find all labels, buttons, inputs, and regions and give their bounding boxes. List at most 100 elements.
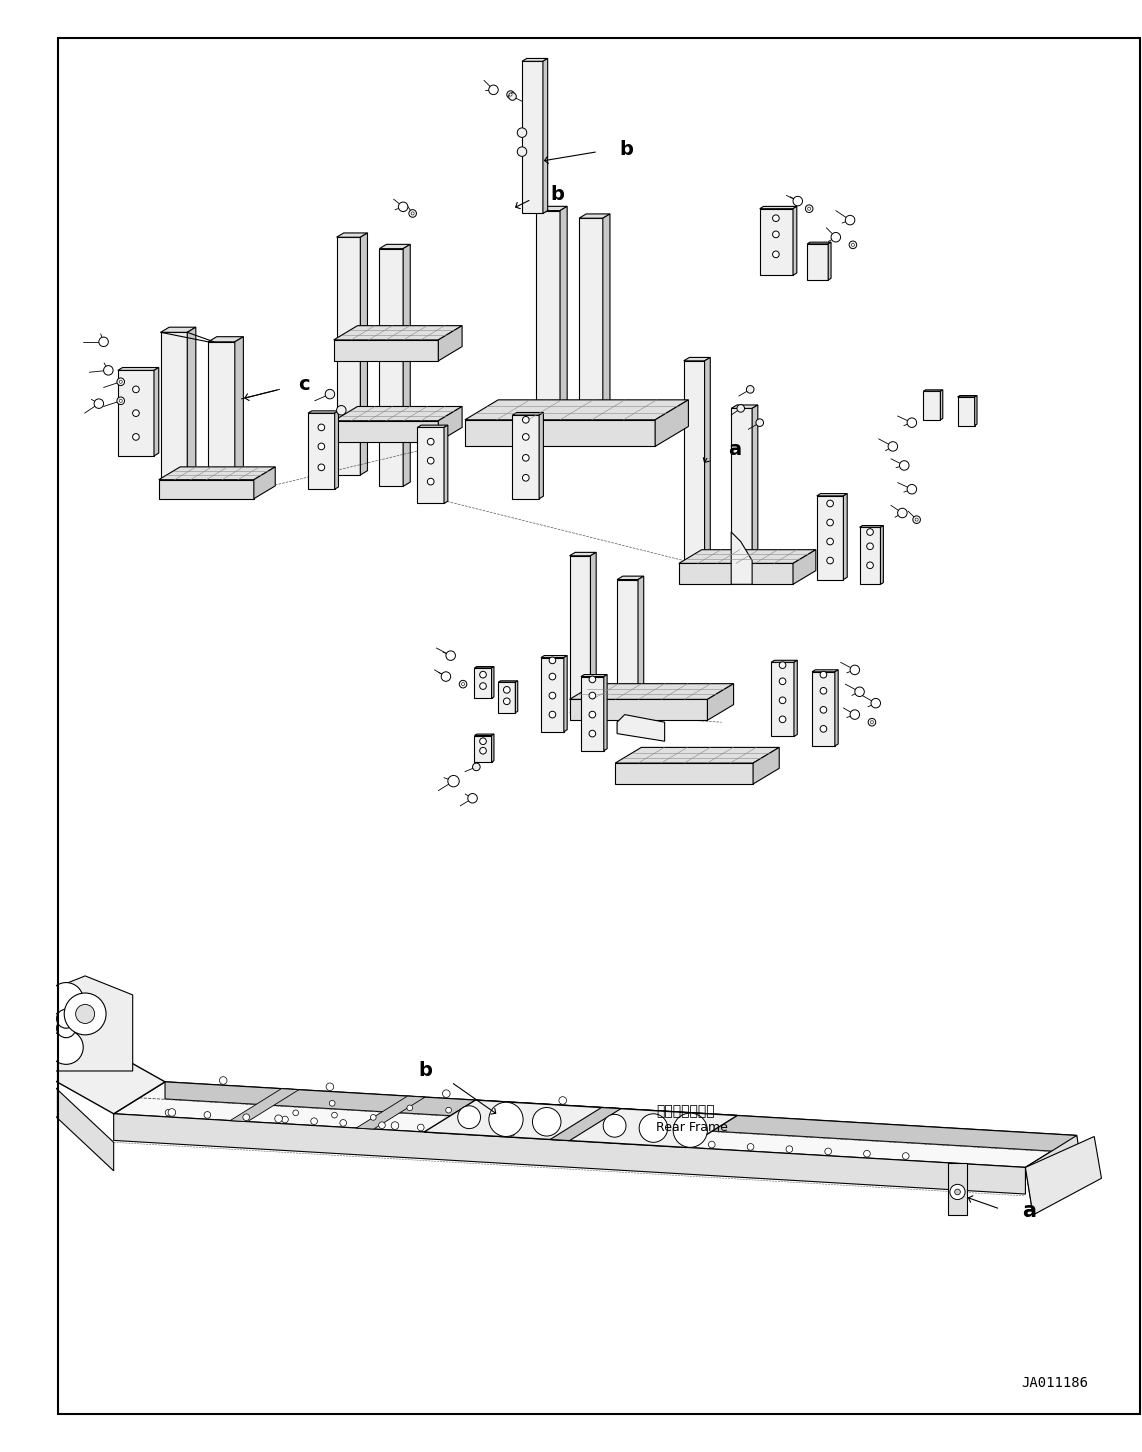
Circle shape [640, 1114, 668, 1143]
Polygon shape [616, 764, 753, 784]
Circle shape [900, 460, 909, 470]
Circle shape [779, 697, 786, 704]
Polygon shape [230, 1089, 299, 1121]
Circle shape [509, 93, 512, 96]
Polygon shape [379, 244, 410, 248]
Text: a: a [729, 440, 741, 459]
Polygon shape [860, 527, 880, 584]
Polygon shape [880, 526, 884, 584]
Circle shape [852, 244, 854, 247]
Polygon shape [731, 408, 753, 579]
Polygon shape [923, 391, 940, 420]
Circle shape [779, 678, 786, 685]
Circle shape [132, 409, 139, 417]
Circle shape [523, 475, 529, 481]
Circle shape [458, 1106, 481, 1128]
Circle shape [737, 405, 745, 412]
Circle shape [508, 93, 516, 100]
Circle shape [507, 91, 514, 99]
Circle shape [409, 209, 417, 218]
Polygon shape [579, 213, 610, 218]
Circle shape [99, 337, 108, 347]
Circle shape [327, 1083, 333, 1090]
Circle shape [168, 1109, 176, 1117]
Polygon shape [159, 479, 254, 498]
Polygon shape [444, 425, 448, 504]
Circle shape [442, 1090, 450, 1098]
Polygon shape [793, 206, 797, 276]
Polygon shape [474, 736, 491, 762]
Polygon shape [759, 206, 797, 209]
Circle shape [427, 457, 434, 465]
Polygon shape [844, 494, 847, 579]
Circle shape [868, 719, 876, 726]
Polygon shape [705, 357, 710, 560]
Polygon shape [417, 427, 444, 504]
Circle shape [589, 693, 596, 698]
Circle shape [747, 1144, 754, 1150]
Circle shape [445, 1108, 451, 1114]
Polygon shape [208, 337, 243, 341]
Circle shape [75, 1005, 95, 1024]
Circle shape [445, 650, 456, 661]
Circle shape [116, 378, 124, 386]
Circle shape [49, 983, 83, 1016]
Circle shape [340, 1119, 346, 1127]
Circle shape [459, 681, 467, 688]
Polygon shape [753, 748, 779, 784]
Polygon shape [560, 206, 568, 420]
Circle shape [317, 424, 324, 431]
Circle shape [820, 726, 827, 732]
Text: Rear Frame: Rear Frame [657, 1121, 729, 1134]
Circle shape [827, 539, 834, 544]
Polygon shape [513, 412, 544, 415]
Polygon shape [609, 1111, 677, 1144]
Circle shape [517, 128, 526, 138]
Circle shape [820, 687, 827, 694]
Polygon shape [161, 327, 195, 333]
Circle shape [480, 671, 486, 678]
Text: リヤーフレーム: リヤーフレーム [657, 1105, 715, 1118]
Circle shape [831, 232, 841, 242]
Polygon shape [974, 395, 978, 425]
Polygon shape [515, 681, 517, 713]
Circle shape [855, 687, 864, 697]
Polygon shape [835, 669, 838, 746]
Circle shape [845, 215, 855, 225]
Circle shape [57, 1009, 75, 1028]
Circle shape [523, 454, 529, 462]
Polygon shape [114, 1082, 1077, 1167]
Text: c: c [298, 375, 311, 393]
Polygon shape [522, 61, 542, 213]
Circle shape [448, 775, 459, 787]
Polygon shape [604, 675, 608, 751]
Circle shape [504, 698, 510, 704]
Polygon shape [753, 405, 758, 579]
Circle shape [331, 1112, 337, 1118]
Circle shape [94, 399, 104, 408]
Circle shape [517, 147, 526, 157]
Circle shape [867, 529, 874, 536]
Polygon shape [38, 1072, 114, 1170]
Text: a: a [1022, 1201, 1036, 1221]
Polygon shape [581, 677, 604, 751]
Circle shape [317, 443, 324, 450]
Circle shape [468, 793, 477, 803]
Circle shape [912, 515, 920, 524]
Circle shape [773, 215, 779, 222]
Text: b: b [619, 141, 633, 160]
Polygon shape [793, 550, 815, 584]
Polygon shape [617, 576, 644, 579]
Circle shape [119, 380, 122, 383]
Polygon shape [498, 682, 515, 713]
Circle shape [243, 1114, 249, 1121]
Polygon shape [537, 211, 560, 420]
Polygon shape [812, 669, 838, 672]
Polygon shape [656, 399, 689, 446]
Polygon shape [817, 494, 847, 497]
Circle shape [549, 693, 556, 698]
Polygon shape [356, 1096, 425, 1130]
Circle shape [820, 671, 827, 678]
Polygon shape [161, 333, 187, 485]
Polygon shape [617, 579, 638, 732]
